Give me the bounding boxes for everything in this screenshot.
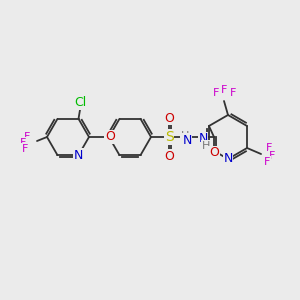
Text: N: N [198, 133, 208, 146]
Text: H: H [181, 131, 189, 141]
Text: F: F [221, 85, 227, 95]
Text: F: F [230, 88, 236, 98]
Text: F: F [22, 144, 28, 154]
Text: F: F [264, 157, 270, 167]
Text: F: F [269, 151, 275, 161]
Text: O: O [164, 149, 174, 163]
Text: F: F [20, 138, 26, 148]
Text: O: O [209, 146, 219, 160]
Text: F: F [24, 132, 30, 142]
Text: H: H [202, 141, 210, 151]
Text: N: N [182, 134, 192, 146]
Text: F: F [213, 88, 219, 98]
Text: Cl: Cl [74, 96, 87, 109]
Text: S: S [165, 130, 173, 144]
Text: F: F [266, 143, 272, 153]
Text: N: N [74, 149, 83, 162]
Text: O: O [164, 112, 174, 124]
Text: N: N [223, 152, 233, 166]
Text: O: O [105, 130, 115, 143]
